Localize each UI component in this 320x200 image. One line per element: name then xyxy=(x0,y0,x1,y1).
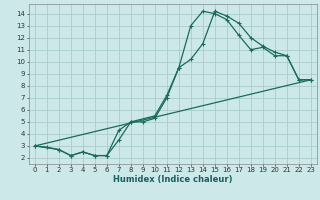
X-axis label: Humidex (Indice chaleur): Humidex (Indice chaleur) xyxy=(113,175,233,184)
